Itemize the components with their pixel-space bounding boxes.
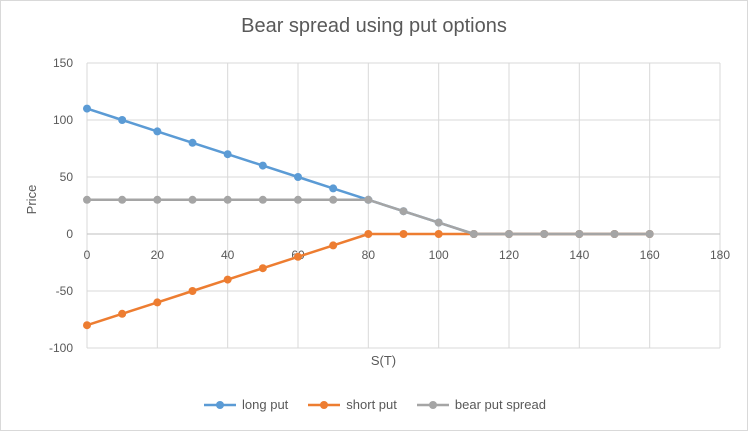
data-point-bear-put-spread: [83, 195, 91, 204]
data-point-bear-put-spread: [188, 195, 197, 204]
data-point-bear-put-spread: [505, 230, 513, 238]
data-point-long-put: [83, 104, 91, 113]
legend-swatch-long-put: [204, 400, 237, 409]
x-tick-label: 120: [499, 248, 519, 262]
x-tick-label: 100: [429, 248, 449, 262]
data-point-bear-put-spread: [469, 230, 478, 238]
chart-legend: long put short put bear put spread: [1, 397, 747, 412]
data-point-bear-put-spread: [399, 207, 408, 216]
y-tick-label: 150: [53, 56, 73, 70]
data-point-bear-put-spread: [364, 195, 373, 204]
legend-label: long put: [242, 397, 289, 412]
data-point-bear-put-spread: [329, 195, 338, 204]
x-tick-label: 80: [362, 248, 376, 262]
data-point-short-put: [258, 264, 267, 273]
data-point-short-put: [294, 252, 302, 261]
legend-label: short put: [346, 397, 397, 412]
legend-swatch-short-put: [308, 400, 341, 409]
chart-title: Bear spread using put options: [241, 15, 507, 37]
data-point-bear-put-spread: [118, 195, 127, 204]
data-point-long-put: [223, 150, 232, 159]
x-tick-label: 40: [221, 248, 235, 262]
x-axis-title: S(T): [371, 353, 396, 368]
legend-label: bear put spread: [454, 397, 546, 412]
legend-item-short-put: short put: [306, 397, 397, 412]
data-point-bear-put-spread: [258, 195, 267, 204]
legend-item-bear-put-spread: bear put spread: [415, 397, 546, 412]
x-tick-label: 20: [151, 248, 165, 262]
data-point-bear-put-spread: [540, 230, 549, 238]
data-point-bear-put-spread: [434, 218, 443, 227]
data-point-short-put: [188, 287, 197, 295]
data-point-bear-put-spread: [575, 230, 584, 238]
data-point-long-put: [258, 161, 267, 170]
data-point-short-put: [434, 230, 443, 238]
data-point-bear-put-spread: [610, 230, 619, 238]
data-point-short-put: [118, 309, 127, 318]
x-tick-label: 0: [84, 248, 91, 262]
data-point-bear-put-spread: [645, 230, 654, 238]
legend-item-long-put: long put: [202, 397, 288, 412]
y-tick-label: 0: [66, 227, 73, 241]
data-point-bear-put-spread: [294, 195, 302, 204]
y-tick-label: -100: [49, 341, 73, 355]
data-point-long-put: [329, 184, 338, 193]
y-tick-label: -50: [56, 284, 74, 298]
data-point-short-put: [153, 298, 162, 307]
x-tick-label: 160: [640, 248, 660, 262]
data-point-long-put: [294, 173, 302, 181]
y-tick-label: 100: [53, 113, 73, 127]
y-axis-title: Price: [24, 185, 39, 215]
data-point-long-put: [153, 127, 162, 136]
data-point-bear-put-spread: [223, 195, 232, 204]
y-tick-label: 50: [60, 170, 74, 184]
data-point-short-put: [399, 230, 408, 238]
data-point-bear-put-spread: [153, 195, 162, 204]
legend-swatch-bear-put-spread: [416, 400, 449, 409]
x-tick-label: 180: [710, 248, 730, 262]
data-point-short-put: [364, 230, 373, 238]
data-point-short-put: [223, 275, 232, 284]
data-point-long-put: [118, 116, 127, 124]
data-point-short-put: [83, 321, 91, 330]
data-point-long-put: [188, 138, 197, 147]
x-tick-label: 140: [569, 248, 589, 262]
data-point-short-put: [329, 241, 338, 250]
